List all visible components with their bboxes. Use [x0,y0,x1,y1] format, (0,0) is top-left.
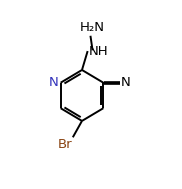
Text: N: N [121,76,130,89]
Text: H₂N: H₂N [80,21,105,34]
Text: NH: NH [88,45,108,58]
Text: Br: Br [58,138,72,151]
Text: N: N [49,76,58,89]
